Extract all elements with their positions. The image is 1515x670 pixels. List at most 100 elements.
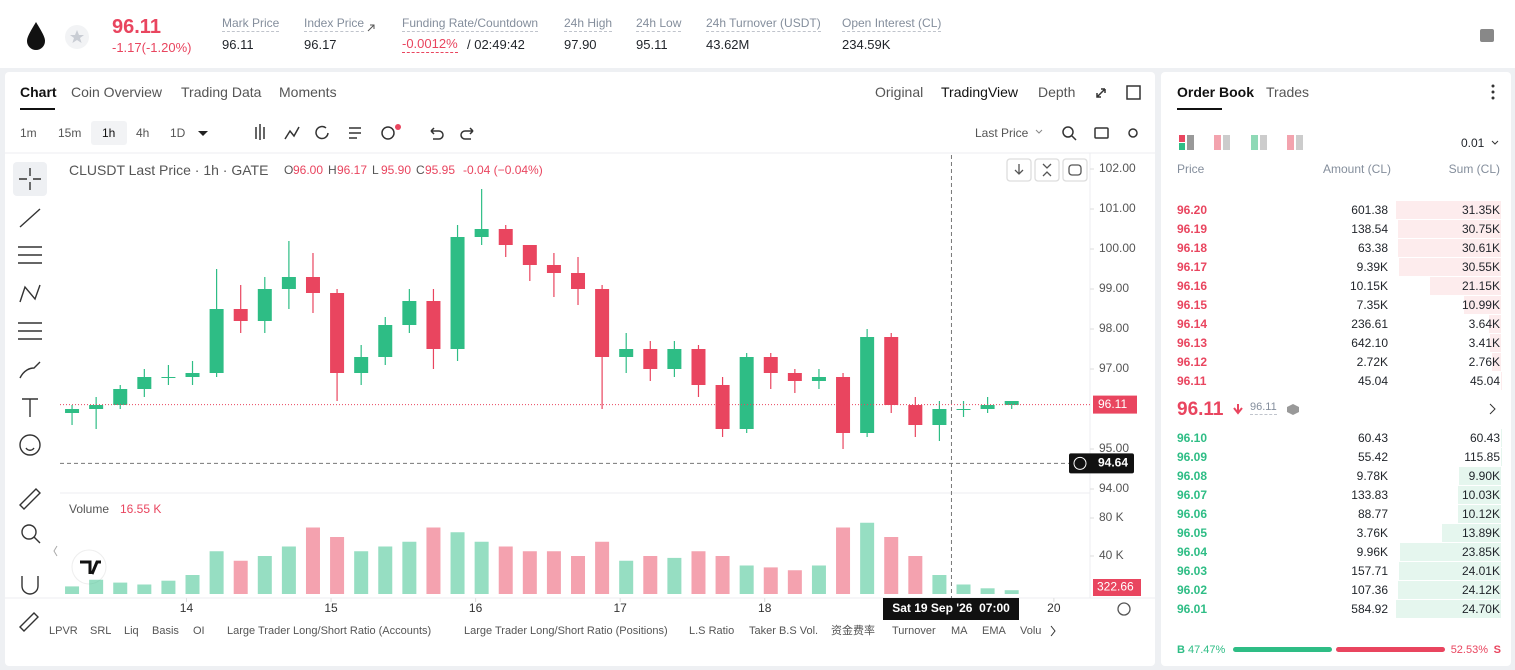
candle-body [89,405,104,409]
book-price[interactable]: 96.12 [1177,355,1208,369]
book-price[interactable]: 96.08 [1177,469,1208,483]
drawing-tools[interactable] [18,168,42,632]
star-icon [70,30,84,43]
indicator-tab[interactable]: Large Trader Long/Short Ratio (Positions… [464,625,668,637]
book-price[interactable]: 96.07 [1177,488,1208,502]
candle-body [619,349,634,357]
book-view-icons[interactable] [1179,135,1303,150]
dropdown-caret[interactable] [198,131,208,136]
book-price[interactable]: 96.13 [1177,336,1208,350]
book-sum: 3.41K [1468,336,1500,350]
candle-body [595,289,610,357]
view-tab[interactable]: Original [875,84,924,100]
toolbar-icons[interactable] [255,85,1141,141]
interval[interactable]: 4h [136,126,150,140]
chart-tab[interactable]: Moments [279,84,337,100]
scroll-right[interactable] [1050,625,1056,637]
dropdown-caret[interactable] [1035,129,1043,134]
book-amount: 601.38 [1351,203,1388,217]
chart-tab[interactable]: Coin Overview [71,84,163,100]
volume-bar [667,557,682,594]
candle-body [65,409,80,413]
book-amount: 584.92 [1351,602,1388,616]
candle-body [378,325,393,357]
interval[interactable]: 1h [102,126,116,140]
interval[interactable]: 1D [170,126,186,140]
indicator-tab[interactable]: Taker B.S Vol. [749,625,819,637]
volume-bar [691,551,706,594]
expand-arrow[interactable] [1489,403,1496,415]
book-price[interactable]: 96.09 [1177,450,1208,464]
candle-body [522,245,537,265]
volume-last-label: 322.66 [1097,580,1134,594]
book-price[interactable]: 96.19 [1177,222,1208,236]
collapse-toolbar[interactable] [53,545,58,557]
candle-body [787,373,802,381]
indicator-tab[interactable]: L.S Ratio [689,625,735,637]
indicator-tab[interactable]: MA [951,625,968,637]
candle-body [546,265,561,273]
indicator-tab[interactable]: OI [193,625,205,637]
book-price[interactable]: 96.06 [1177,507,1208,521]
book-price[interactable]: 96.10 [1177,431,1208,445]
x-tick-label: 14 [180,601,194,615]
book-tab[interactable]: Order Book [1177,84,1255,100]
indicator-tab[interactable]: Basis [152,625,179,637]
ohlc-value: 96.00 [293,163,324,177]
candle-body [571,273,586,289]
depth-bar [1396,201,1501,219]
indicator-tab[interactable]: Volu [1020,625,1042,637]
book-price[interactable]: 96.14 [1177,317,1208,331]
chart-controls[interactable] [1006,158,1131,616]
view-tab[interactable]: TradingView [941,84,1019,100]
stat-value: 97.90 [564,37,597,52]
indicator-tab[interactable]: LPVR [49,625,78,637]
book-amount: 157.71 [1351,564,1388,578]
candle-body [330,293,345,373]
dropdown-caret[interactable] [1491,140,1499,145]
volume-bar [932,575,947,594]
book-price[interactable]: 96.05 [1177,526,1208,540]
legend-title: CLUSDT Last Price · 1h · GATE [69,162,269,178]
indicator-tab[interactable]: EMA [982,625,1006,637]
book-price[interactable]: 96.17 [1177,260,1208,274]
book-price[interactable]: 96.03 [1177,564,1208,578]
precision[interactable]: 0.01 [1461,136,1485,150]
last-price: 96.11 [112,16,161,38]
book-amount: 88.77 [1357,507,1388,521]
book-tab[interactable]: Trades [1266,84,1310,100]
interval[interactable]: 15m [58,126,82,140]
book-price[interactable]: 96.04 [1177,545,1208,559]
indicator-tab[interactable]: SRL [90,625,112,637]
book-price[interactable]: 96.20 [1177,203,1208,217]
book-price[interactable]: 96.16 [1177,279,1208,293]
volume-bar [257,556,272,594]
volume-value: 16.55 K [120,502,162,516]
more-menu[interactable] [1491,84,1495,100]
book-price[interactable]: 96.01 [1177,602,1208,616]
interval[interactable]: 1m [20,126,37,140]
book-price[interactable]: 96.11 [1177,374,1207,388]
price-source[interactable]: Last Price [975,126,1029,140]
volume-bar [595,541,610,594]
candle-body [402,301,417,325]
external-icon [367,24,375,32]
book-price[interactable]: 96.02 [1177,583,1208,597]
book-price[interactable]: 96.18 [1177,241,1208,255]
settings-icon[interactable] [1480,29,1494,42]
volume-bar [450,532,465,594]
chart-tab[interactable]: Chart [20,84,57,100]
y-tick-label: 95.00 [1099,441,1129,455]
indicator-tab[interactable]: Turnover [892,625,936,637]
stat-value: 96.11 [222,37,254,52]
view-tab[interactable]: Depth [1038,84,1076,100]
indicator-tab[interactable]: Large Trader Long/Short Ratio (Accounts) [227,625,432,637]
indicator-tab[interactable]: Liq [124,625,139,637]
x-tick-label: 15 [324,601,338,615]
book-price[interactable]: 96.15 [1177,298,1208,312]
volume-last-tag [1093,579,1141,596]
volume-bar [522,551,537,594]
chart-tab[interactable]: Trading Data [181,84,262,100]
indicator-tab[interactable]: 资金费率 [831,625,875,637]
